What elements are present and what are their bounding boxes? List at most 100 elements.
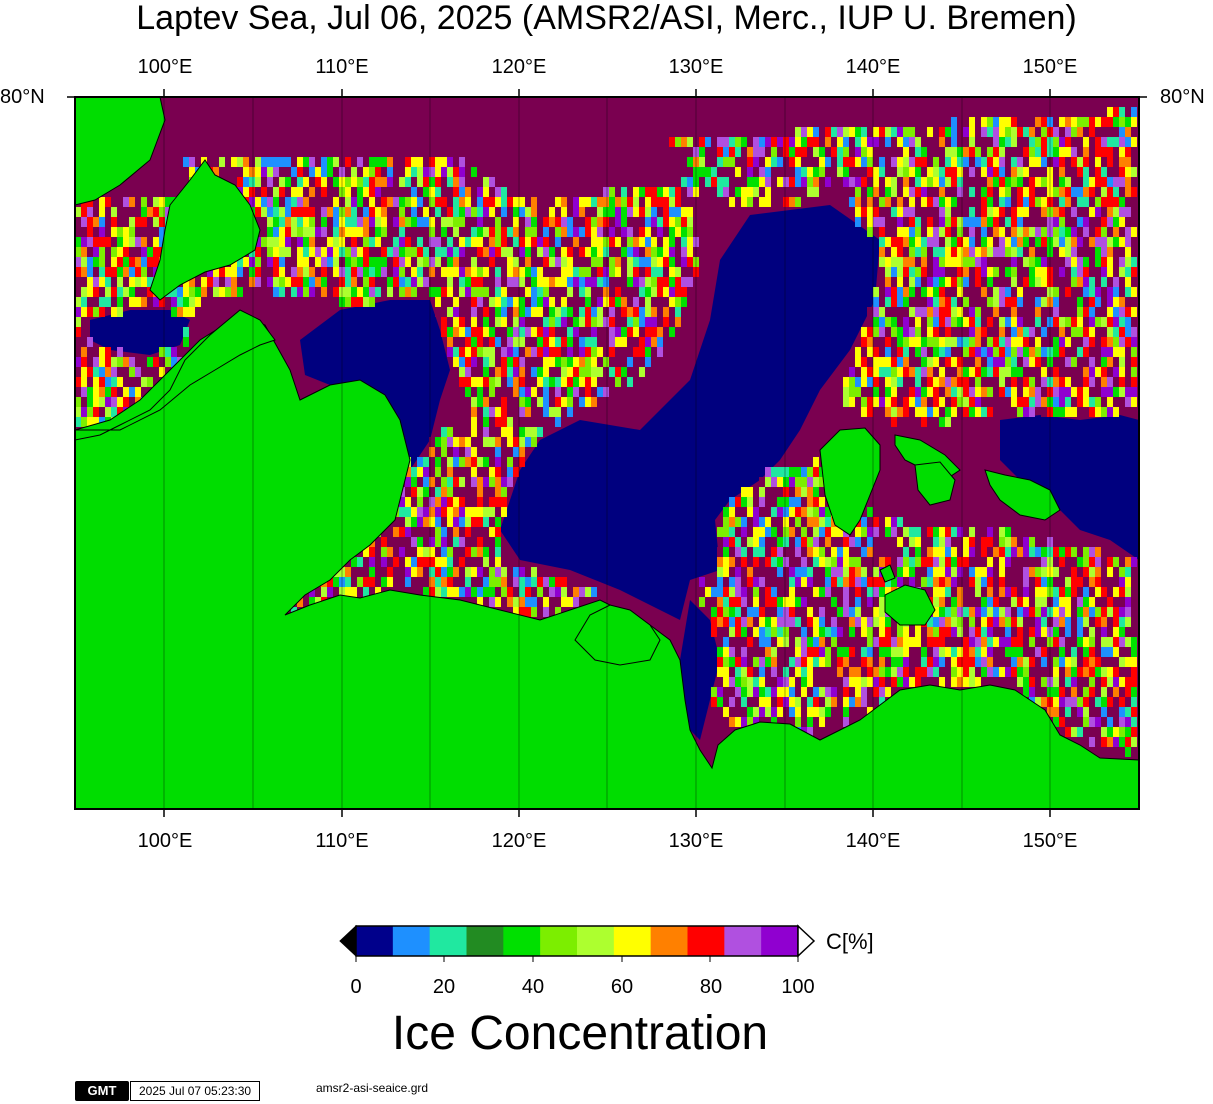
ice-cell: [1101, 147, 1107, 157]
ice-cell: [1011, 387, 1017, 397]
ice-cell: [105, 377, 111, 387]
bunge-land: [914, 461, 956, 506]
ice-cell: [783, 587, 789, 597]
ice-cell: [873, 387, 879, 397]
ice-cell: [153, 357, 159, 367]
ice-cell: [489, 197, 495, 207]
ice-cell: [483, 487, 489, 497]
ice-cell: [1107, 137, 1113, 147]
ice-cell: [975, 397, 981, 407]
ice-cell: [1017, 247, 1023, 257]
ice-cell: [483, 317, 489, 327]
ice-cell: [831, 557, 837, 567]
ice-cell: [105, 237, 111, 247]
ice-cell: [489, 567, 495, 577]
ice-cell: [675, 307, 681, 317]
ice-cell: [951, 377, 957, 387]
ice-cell: [843, 657, 849, 667]
ice-cell: [213, 167, 219, 177]
ice-cell: [783, 477, 789, 487]
ice-cell: [1005, 187, 1011, 197]
ice-cell: [1125, 197, 1131, 207]
ice-cell: [777, 477, 783, 487]
ice-cell: [603, 187, 609, 197]
ice-cell: [807, 547, 813, 557]
ice-cell: [405, 527, 411, 537]
ice-cell: [447, 437, 453, 447]
ice-cell: [1041, 347, 1047, 357]
ice-cell: [1125, 127, 1131, 137]
ice-cell: [1011, 207, 1017, 217]
ice-cell: [81, 347, 87, 357]
ice-cell: [591, 277, 597, 287]
ice-cell: [627, 307, 633, 317]
ice-cell: [357, 187, 363, 197]
ice-cell: [219, 267, 225, 277]
ice-cell: [855, 537, 861, 547]
ice-cell: [285, 217, 291, 227]
ice-cell: [873, 617, 879, 627]
ice-cell: [459, 277, 465, 287]
ice-cell: [333, 197, 339, 207]
ice-cell: [915, 327, 921, 337]
ice-cell: [135, 237, 141, 247]
ice-cell: [561, 367, 567, 377]
ice-cell: [417, 487, 423, 497]
ice-cell: [477, 387, 483, 397]
ice-cell: [777, 187, 783, 197]
ice-cell: [483, 327, 489, 337]
ice-cell: [849, 387, 855, 397]
ice-cell: [945, 177, 951, 187]
ice-cell: [525, 587, 531, 597]
ice-cell: [897, 517, 903, 527]
ice-cell: [1077, 387, 1083, 397]
ice-cell: [975, 647, 981, 657]
ice-cell: [615, 237, 621, 247]
ice-cell: [1083, 327, 1089, 337]
ice-cell: [105, 297, 111, 307]
ice-cell: [435, 497, 441, 507]
ice-cell: [873, 177, 879, 187]
ice-cell: [585, 227, 591, 237]
ice-cell: [633, 327, 639, 337]
ice-cell: [927, 627, 933, 637]
ice-cell: [1083, 587, 1089, 597]
ice-cell: [1119, 597, 1125, 607]
ice-cell: [711, 147, 717, 157]
ice-cell: [675, 227, 681, 237]
ice-cell: [483, 427, 489, 437]
ice-cell: [591, 397, 597, 407]
ice-cell: [519, 407, 525, 417]
ice-cell: [1029, 177, 1035, 187]
ice-cell: [1011, 547, 1017, 557]
ice-cell: [813, 137, 819, 147]
ice-cell: [771, 547, 777, 557]
ice-cell: [87, 207, 93, 217]
ice-cell: [489, 327, 495, 337]
ice-cell: [957, 677, 963, 687]
ice-cell: [891, 147, 897, 157]
ice-cell: [813, 467, 819, 477]
ice-cell: [453, 507, 459, 517]
ice-cell: [369, 277, 375, 287]
ice-cell: [855, 597, 861, 607]
ice-cell: [915, 537, 921, 547]
ice-cell: [801, 527, 807, 537]
ice-cell: [465, 367, 471, 377]
ice-cell: [375, 227, 381, 237]
ice-cell: [1131, 267, 1137, 277]
ice-cell: [843, 537, 849, 547]
ice-cell: [801, 127, 807, 137]
ice-cell: [477, 297, 483, 307]
ice-cell: [75, 207, 81, 217]
ice-cell: [951, 147, 957, 157]
ice-cell: [1065, 667, 1071, 677]
ice-cell: [855, 697, 861, 707]
ice-cell: [99, 237, 105, 247]
ice-cell: [1125, 227, 1131, 237]
ice-cell: [849, 577, 855, 587]
ice-cell: [1113, 227, 1119, 237]
ice-cell: [219, 157, 225, 167]
ice-cell: [357, 157, 363, 167]
ice-cell: [717, 587, 723, 597]
